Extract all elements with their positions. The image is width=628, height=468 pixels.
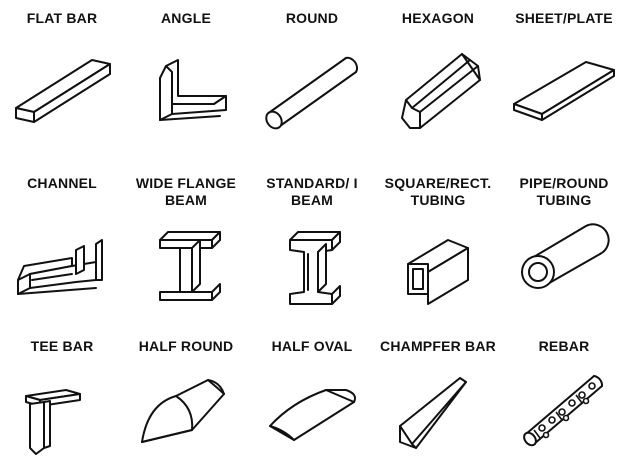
shape-label: ROUND <box>250 10 374 27</box>
half-round-icon <box>136 368 236 468</box>
wide-flange-beam-icon <box>136 222 236 322</box>
shape-cell: REBAR <box>502 338 626 463</box>
shape-cell: CHAMPFER BAR <box>376 338 500 463</box>
shape-label-line: REBAR <box>538 338 590 354</box>
shape-label: FLAT BAR <box>0 10 124 27</box>
chamfer-bar-icon <box>388 368 488 468</box>
shape-label-line: FLAT BAR <box>26 10 98 26</box>
shape-label-line: TUBING <box>410 192 466 208</box>
shape-label: HEXAGON <box>376 10 500 27</box>
shape-label: TEE BAR <box>0 338 124 355</box>
shape-label: PIPE/ROUND TUBING <box>502 175 626 209</box>
shape-cell: HALF ROUND <box>124 338 248 463</box>
square-tubing-icon <box>388 222 488 322</box>
shape-label: STANDARD/ I BEAM <box>250 175 374 209</box>
shape-cell: PIPE/ROUND TUBING <box>502 175 626 317</box>
channel-icon <box>12 222 112 322</box>
shape-label-line: WIDE FLANGE <box>135 175 237 191</box>
shape-cell: SQUARE/RECT. TUBING <box>376 175 500 317</box>
shape-label: HALF ROUND <box>124 338 248 355</box>
shape-cell: FLAT BAR <box>0 10 124 143</box>
hexagon-bar-icon <box>388 48 488 148</box>
shape-label-line: TUBING <box>536 192 592 208</box>
shape-label-line: CHANNEL <box>27 175 97 191</box>
shape-label-line: PIPE/ROUND <box>519 175 609 191</box>
shape-cell: TEE BAR <box>0 338 124 463</box>
shape-label-line: SHEET/PLATE <box>515 10 613 26</box>
half-oval-icon <box>262 368 362 468</box>
shape-label: ANGLE <box>124 10 248 27</box>
sheet-plate-icon <box>514 48 614 148</box>
shape-cell: STANDARD/ I BEAM <box>250 175 374 317</box>
pipe-round-tubing-icon <box>514 222 614 322</box>
tee-bar-icon <box>12 368 112 468</box>
shape-label-line: CHAMPFER BAR <box>380 338 496 354</box>
rebar-icon <box>514 368 614 468</box>
shape-label-line: BEAM <box>164 192 208 208</box>
shape-label: WIDE FLANGE BEAM <box>124 175 248 209</box>
shape-cell: ROUND <box>250 10 374 143</box>
shape-label-line: ROUND <box>285 10 339 26</box>
shape-cell: ANGLE <box>124 10 248 143</box>
shape-label-line: SQUARE/RECT. <box>384 175 492 191</box>
shape-label: SQUARE/RECT. TUBING <box>376 175 500 209</box>
shape-label-line: HALF ROUND <box>138 338 234 354</box>
shape-label-line: HEXAGON <box>401 10 475 26</box>
shape-label: REBAR <box>502 338 626 355</box>
shape-label: CHANNEL <box>0 175 124 192</box>
shape-label-line: TEE BAR <box>30 338 94 354</box>
shape-cell: WIDE FLANGE BEAM <box>124 175 248 317</box>
round-bar-icon <box>262 48 362 148</box>
shape-label: CHAMPFER BAR <box>376 338 500 355</box>
shape-label-line: STANDARD/ I <box>266 175 358 191</box>
shape-label-line: ANGLE <box>161 10 211 26</box>
flat-bar-icon <box>12 48 112 148</box>
angle-icon <box>136 48 236 148</box>
standard-i-beam-icon <box>262 222 362 322</box>
shape-label-line: BEAM <box>290 192 334 208</box>
shape-label-line: HALF OVAL <box>271 338 353 354</box>
shape-cell: SHEET/PLATE <box>502 10 626 143</box>
shape-label: SHEET/PLATE <box>502 10 626 27</box>
shape-cell: HALF OVAL <box>250 338 374 463</box>
shape-cell: HEXAGON <box>376 10 500 143</box>
shape-cell: CHANNEL <box>0 175 124 317</box>
shape-label: HALF OVAL <box>250 338 374 355</box>
